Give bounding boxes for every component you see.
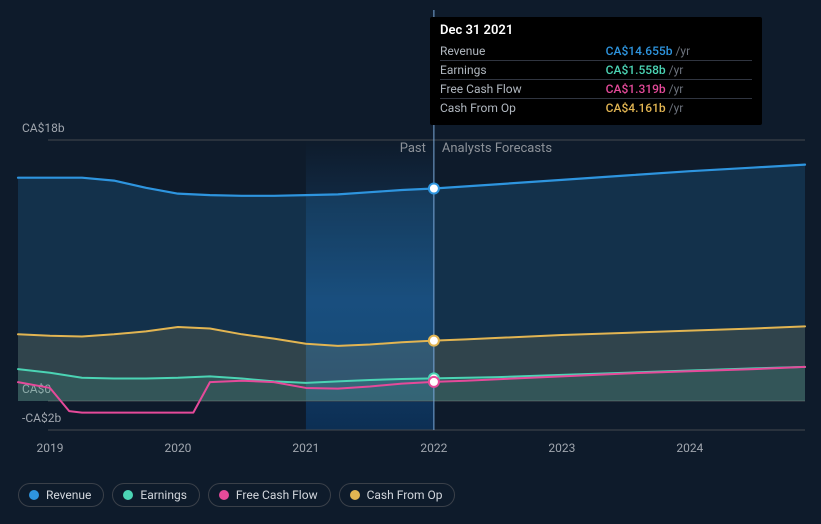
x-axis-label: 2023 bbox=[548, 441, 575, 455]
tooltip-row: EarningsCA$1.558b/yr bbox=[440, 61, 752, 80]
x-axis-label: 2020 bbox=[164, 441, 191, 455]
tooltip-row-label: Revenue bbox=[440, 42, 606, 61]
tooltip-row: Free Cash FlowCA$1.319b/yr bbox=[440, 80, 752, 99]
tooltip-table: RevenueCA$14.655b/yrEarningsCA$1.558b/yr… bbox=[440, 42, 752, 117]
forecast-label: Analysts Forecasts bbox=[442, 141, 552, 156]
legend-dot-icon bbox=[219, 490, 229, 500]
legend-label: Free Cash Flow bbox=[236, 488, 318, 502]
x-axis-label: 2022 bbox=[420, 441, 447, 455]
x-axis-label: 2024 bbox=[676, 441, 703, 455]
tooltip-date: Dec 31 2021 bbox=[440, 23, 752, 38]
tooltip-row-value: CA$14.655b/yr bbox=[606, 42, 752, 61]
legend-item-fcf[interactable]: Free Cash Flow bbox=[208, 483, 331, 507]
legend-label: Revenue bbox=[46, 488, 91, 502]
tooltip-row-value: CA$4.161b/yr bbox=[606, 99, 752, 118]
y-axis-label: CA$18b bbox=[22, 121, 65, 135]
legend-label: Earnings bbox=[140, 488, 187, 502]
chart-legend: Revenue Earnings Free Cash Flow Cash From O… bbox=[18, 483, 455, 507]
y-axis-label: -CA$2b bbox=[22, 411, 61, 425]
tooltip-row-label: Cash From Op bbox=[440, 99, 606, 118]
tooltip-row-label: Earnings bbox=[440, 61, 606, 80]
legend-dot-icon bbox=[123, 490, 133, 500]
chart-tooltip: Dec 31 2021 RevenueCA$14.655b/yrEarnings… bbox=[430, 17, 762, 125]
x-axis-label: 2019 bbox=[36, 441, 63, 455]
past-label: Past bbox=[400, 141, 426, 156]
legend-dot-icon bbox=[29, 490, 39, 500]
legend-dot-icon bbox=[350, 490, 360, 500]
legend-item-revenue[interactable]: Revenue bbox=[18, 483, 104, 507]
tooltip-row: Cash From OpCA$4.161b/yr bbox=[440, 99, 752, 118]
tooltip-row-label: Free Cash Flow bbox=[440, 80, 606, 99]
tooltip-row-value: CA$1.558b/yr bbox=[606, 61, 752, 80]
tooltip-row: RevenueCA$14.655b/yr bbox=[440, 42, 752, 61]
legend-item-cash_op[interactable]: Cash From Op bbox=[339, 483, 456, 507]
tooltip-row-value: CA$1.319b/yr bbox=[606, 80, 752, 99]
legend-label: Cash From Op bbox=[367, 488, 443, 502]
legend-item-earnings[interactable]: Earnings bbox=[112, 483, 200, 507]
x-axis-label: 2021 bbox=[292, 441, 319, 455]
